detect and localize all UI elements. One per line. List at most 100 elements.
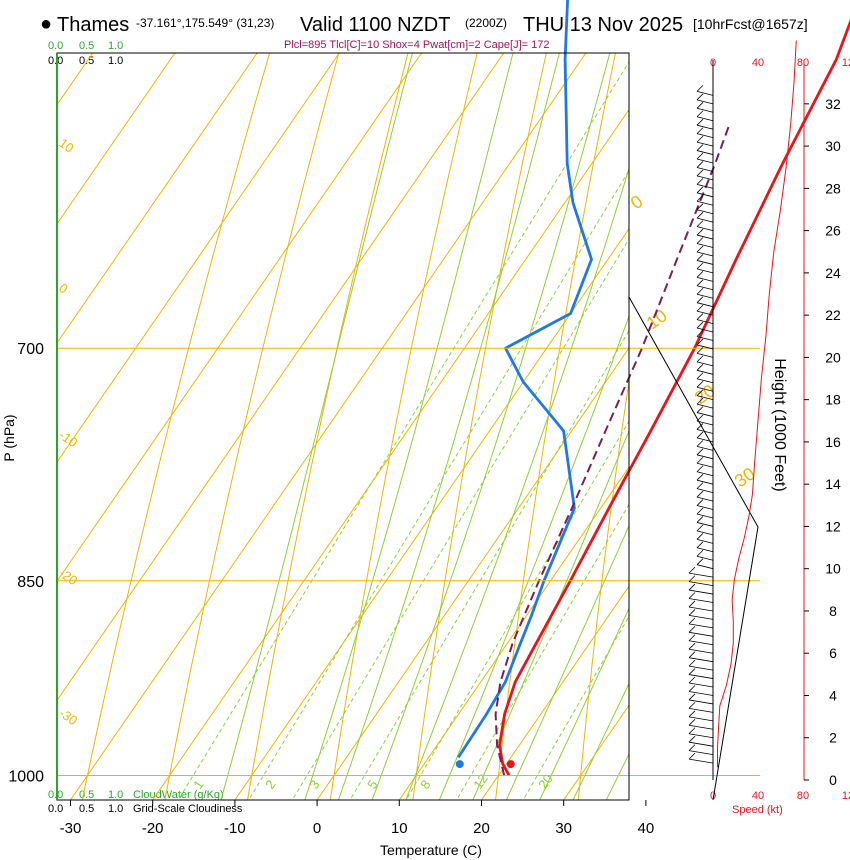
mixing-ratio-line [291,238,629,800]
height-tick-label: 16 [825,434,841,450]
wind-barb-flag [696,330,704,337]
speed-tick-bottom-1: 40 [752,790,764,802]
wind-barb-flag [696,287,704,295]
wind-barb [696,285,714,291]
wind-barb [696,471,714,477]
wind-barb [696,319,714,324]
isotherm-line [630,0,850,822]
wind-barb-flag [688,609,696,616]
wind-barb-flag [696,347,704,354]
wind-barb-flag [688,575,696,582]
height-tick-label: 14 [825,476,841,492]
wind-barb-flag [688,693,696,701]
wind-barb-flag [696,414,704,422]
wind-barb [696,378,714,384]
wind-barb [696,403,714,409]
wind-barb-flag [696,448,704,456]
wind-barb-flag [696,558,704,565]
x-tick-label: 30 [555,820,572,837]
mixing-ratio-label: 12 [470,771,491,791]
wind-barb-flag [696,397,704,405]
valid-time: Valid 1100 NZDT [300,14,450,36]
wind-barb-flag [696,228,704,236]
mixing-ratio-label: 8 [417,777,433,792]
cloudiness-label: Grid-Scale Cloudiness [133,803,243,815]
moist-adiabat-line [438,314,629,800]
mixing-ratio-label: 20 [535,771,556,791]
dry-adiabat-line [825,0,850,834]
wind-barb-flag [688,668,696,675]
pressure-tick-label: 1000 [8,769,44,786]
dry-adiabat-line [577,377,629,800]
wind-barb [696,310,714,316]
wind-barb [696,564,714,570]
wind-barb-flag [696,186,704,194]
wind-barb [688,615,714,620]
wind-barb-flag [688,634,696,642]
dew-point-line [457,0,593,759]
wind-barb [696,167,714,172]
wind-barb [688,691,714,696]
utc-time: (2200Z) [465,16,507,30]
wind-barb-flag [696,220,704,227]
wind-barb-flag [696,304,704,312]
mixing-ratio-line [455,503,629,800]
wind-barb-flag [696,254,704,261]
wind-barb-flag [696,372,704,380]
height-tick-label: 0 [829,772,837,788]
wind-barb [696,429,714,434]
wind-barb [688,699,714,705]
x-axis-title: Temperature (C) [380,842,482,858]
x-tick-label: -30 [60,820,82,837]
parcel-line [494,122,731,776]
wind-barb [688,598,714,603]
wind-barb [688,758,714,764]
wind-barb-flag [688,744,696,751]
speed-tick-top-1: 40 [752,57,764,69]
dry-adiabat-line [81,53,271,800]
wind-barb-flag [688,617,696,625]
speed-tick-bottom-0: 0 [710,790,716,802]
wind-barb [688,707,714,713]
wind-barb [696,268,714,274]
wind-barb [696,437,714,443]
wind-barb-flag [688,710,696,718]
x-tick-label: 0 [313,820,321,837]
wind-barb-flag [696,423,704,430]
height-tick-label: 8 [829,603,837,619]
speed-tick-top-2: 80 [797,57,809,69]
wind-barb [696,513,714,519]
wind-barb [688,623,714,629]
isotherm-line [316,347,629,800]
moist-adiabat-line [337,53,560,800]
x-tick-label: 10 [391,820,408,837]
isotherm-line [152,108,629,800]
wind-barb-flag [688,592,696,599]
wind-barb-flag [688,676,696,684]
wind-barb [696,141,714,147]
surface-temperature-marker [506,760,515,769]
wind-barb-flag [696,516,704,523]
wind-barb [696,496,714,502]
isotherm-line [480,585,629,800]
wind-barb-flag [696,533,704,540]
wind-barb [696,445,714,451]
wind-barb-flag [688,727,696,735]
wind-barb-flag [696,237,704,244]
moist-adiabat-line [220,53,413,800]
wind-barb [696,243,714,248]
wind-barb [696,217,714,223]
wind-barb-flag [696,406,704,413]
wind-barb-flag [688,583,696,591]
wind-barb-flag [696,102,704,109]
mixing-ratio-line [177,60,629,800]
wind-barb [696,251,714,257]
forecast-info: [10hrFcst@1657z] [693,16,808,32]
moist-adiabat-line [472,429,629,800]
temperature-line [498,18,850,777]
wind-barb-flag [696,440,704,447]
wind-barb-flag [696,279,704,287]
wind-barb [696,99,714,105]
wind-barb [696,90,714,96]
